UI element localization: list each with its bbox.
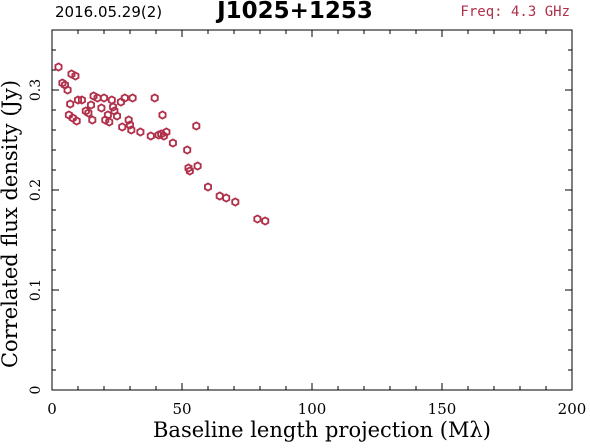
data-point — [74, 95, 82, 105]
data-point — [159, 131, 168, 141]
frequency-label: Freq: 4.3 GHz — [460, 4, 570, 20]
data-point — [203, 182, 213, 192]
data-point — [146, 131, 155, 141]
data-point — [150, 93, 159, 103]
data-point — [136, 127, 145, 137]
data-point — [97, 103, 106, 113]
data-point — [231, 197, 240, 207]
data-point — [124, 115, 133, 125]
data-point — [72, 116, 81, 126]
y-tick-label: 0.2 — [28, 179, 44, 201]
data-point — [168, 138, 177, 148]
data-point — [253, 214, 262, 224]
data-point — [66, 99, 75, 109]
data-point — [71, 71, 80, 81]
x-axis-label: Baseline length projection (Mλ) — [153, 418, 491, 442]
data-point — [222, 193, 231, 203]
x-tick-label: 50 — [172, 400, 191, 418]
data-point — [185, 166, 194, 176]
data-point — [120, 93, 129, 103]
observation-date: 2016.05.29(2) — [55, 3, 163, 21]
data-point — [88, 115, 97, 125]
y-tick-label: 0 — [28, 386, 44, 395]
data-point — [184, 163, 193, 173]
x-tick-label: 200 — [558, 400, 587, 418]
data-point — [77, 95, 86, 105]
data-point — [192, 121, 201, 131]
data-point — [63, 85, 72, 95]
y-tick-label: 0.1 — [28, 279, 44, 301]
data-point — [126, 120, 135, 130]
data-point — [183, 145, 192, 155]
data-point — [54, 62, 63, 72]
data-point — [87, 100, 95, 110]
data-point — [118, 122, 127, 132]
x-tick-label: 100 — [298, 400, 327, 418]
data-point — [107, 95, 116, 105]
data-point — [127, 125, 136, 135]
data-point — [100, 93, 108, 103]
x-tick-label: 150 — [428, 400, 457, 418]
data-point — [113, 111, 121, 121]
data-point — [109, 102, 118, 112]
data-point — [84, 108, 93, 118]
data-point — [261, 216, 270, 226]
y-axis-label: Correlated flux density (Jy) — [0, 80, 22, 368]
y-tick-label: 0.3 — [28, 79, 44, 101]
data-point — [158, 110, 167, 120]
data-point — [193, 161, 202, 171]
x-tick-label: 0 — [47, 400, 57, 418]
data-point — [105, 117, 114, 127]
data-point — [162, 127, 171, 137]
data-point — [215, 191, 224, 201]
data-point — [128, 93, 137, 103]
source-title: J1025+1253 — [217, 0, 373, 24]
plot-frame — [51, 29, 573, 391]
